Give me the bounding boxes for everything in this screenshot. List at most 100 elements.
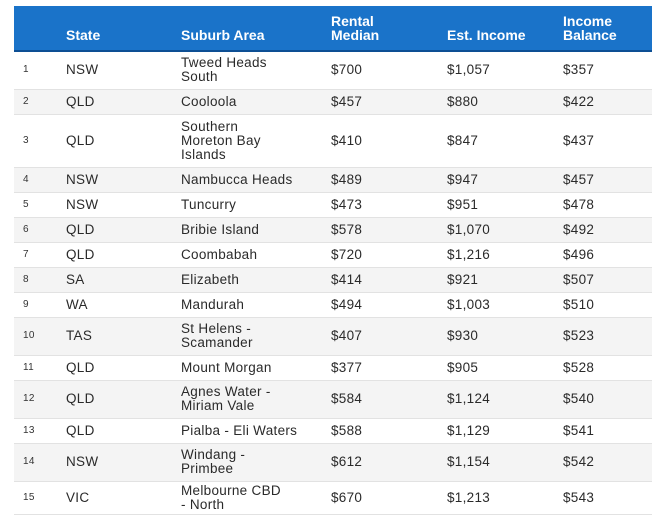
row-suburb-text: St Helens - Scamander — [181, 321, 253, 350]
row-suburb: Pialba - Eli Waters — [181, 418, 331, 443]
row-rank: 15 — [23, 491, 35, 503]
row-rental-median: $612 — [331, 454, 363, 469]
table-row: 13 QLD Pialba - Eli Waters $588 $1,129 $… — [14, 418, 652, 443]
row-est-income: $1,003 — [447, 296, 491, 312]
header-rental-line-1: Rental — [331, 13, 374, 29]
row-suburb: Southern Moreton Bay Islands — [181, 114, 331, 167]
row-suburb: Mount Morgan — [181, 355, 331, 380]
row-income-balance: $543 — [563, 489, 595, 505]
row-suburb-text: Southern Moreton Bay Islands — [181, 118, 261, 162]
row-state: NSW — [66, 171, 99, 187]
header-balance-line-1: Income — [563, 13, 613, 29]
row-income-balance: $510 — [563, 296, 595, 312]
row-est-income: $1,213 — [447, 489, 491, 505]
table-row: 5 NSW Tuncurry $473 $951 $478 — [14, 192, 652, 217]
row-rank: 2 — [23, 95, 29, 107]
row-rental-median: $578 — [331, 221, 363, 237]
row-rank: 3 — [23, 134, 29, 146]
table-header: State Suburb Area Rental Median Est. Inc… — [14, 6, 652, 51]
row-state: NSW — [66, 454, 99, 469]
row-rank: 6 — [23, 223, 29, 235]
row-rank: 13 — [23, 424, 35, 436]
table-row: 6 QLD Bribie Island $578 $1,070 $492 — [14, 217, 652, 242]
row-state: QLD — [66, 93, 95, 109]
row-est-income: $880 — [447, 93, 479, 109]
row-state: QLD — [66, 422, 95, 438]
header-rental-median: Rental Median — [331, 6, 447, 51]
row-rank: 1 — [23, 64, 29, 76]
row-rental-median: $700 — [331, 62, 363, 78]
row-suburb-text: Elizabeth — [181, 271, 240, 287]
row-suburb: Tuncurry — [181, 192, 331, 217]
row-suburb: Coombabah — [181, 242, 331, 267]
header-state: State — [66, 27, 101, 43]
row-suburb-text: Tuncurry — [181, 196, 237, 212]
table-row: 9 WA Mandurah $494 $1,003 $510 — [14, 292, 652, 317]
row-suburb-text: Cooloola — [181, 93, 237, 109]
row-income-balance: $541 — [563, 422, 595, 438]
row-suburb: Windang - Primbee — [181, 443, 331, 481]
header-est-income: Est. Income — [447, 27, 526, 43]
row-rank: 10 — [23, 330, 35, 341]
row-suburb-text: Mandurah — [181, 296, 245, 312]
row-est-income: $1,057 — [447, 62, 491, 78]
row-est-income: $930 — [447, 328, 479, 343]
table-row: 3 QLD Southern Moreton Bay Islands $410 … — [14, 114, 652, 167]
row-rental-median: $377 — [331, 359, 363, 375]
rental-affordability-table-container: State Suburb Area Rental Median Est. Inc… — [14, 6, 652, 515]
header-row: State Suburb Area Rental Median Est. Inc… — [14, 6, 652, 51]
row-suburb-text: Pialba - Eli Waters — [181, 422, 298, 438]
row-rental-median: $489 — [331, 171, 363, 187]
row-rental-median: $414 — [331, 271, 363, 287]
row-income-balance: $507 — [563, 271, 595, 287]
row-state: VIC — [66, 489, 90, 505]
row-rental-median: $473 — [331, 196, 363, 212]
row-suburb: Tweed Heads South — [181, 51, 331, 89]
row-state: QLD — [66, 132, 95, 148]
row-rank: 8 — [23, 273, 29, 285]
row-suburb-text: Tweed Heads South — [181, 55, 267, 85]
table-row: 10 TAS St Helens - Scamander $407 $930 $… — [14, 317, 652, 355]
row-suburb: Bribie Island — [181, 217, 331, 242]
row-rental-median: $407 — [331, 328, 363, 343]
table-row: 12 QLD Agnes Water - Miriam Vale $584 $1… — [14, 380, 652, 418]
row-income-balance: $357 — [563, 62, 595, 78]
rental-affordability-table: State Suburb Area Rental Median Est. Inc… — [14, 6, 652, 515]
row-rental-median: $457 — [331, 93, 363, 109]
header-income-balance: Income Balance — [563, 6, 652, 51]
row-suburb: Nambucca Heads — [181, 167, 331, 192]
row-income-balance: $457 — [563, 171, 595, 187]
row-rental-median: $670 — [331, 489, 363, 505]
row-est-income: $847 — [447, 132, 479, 148]
table-row: 4 NSW Nambucca Heads $489 $947 $457 — [14, 167, 652, 192]
row-state: NSW — [66, 196, 99, 212]
row-est-income: $921 — [447, 271, 479, 287]
row-suburb-text: Bribie Island — [181, 221, 260, 237]
row-suburb-text: Mount Morgan — [181, 359, 272, 375]
row-rental-median: $410 — [331, 132, 363, 148]
row-income-balance: $496 — [563, 246, 595, 262]
row-suburb-text: Coombabah — [181, 246, 258, 262]
row-est-income: $905 — [447, 359, 479, 375]
row-suburb-text: Windang - Primbee — [181, 447, 246, 476]
row-est-income: $951 — [447, 196, 479, 212]
row-rank: 7 — [23, 248, 29, 260]
table-row: 2 QLD Cooloola $457 $880 $422 — [14, 89, 652, 114]
row-state: QLD — [66, 246, 95, 262]
header-rank — [14, 6, 66, 51]
row-income-balance: $542 — [563, 454, 595, 469]
row-suburb: Agnes Water - Miriam Vale — [181, 380, 331, 418]
row-state: QLD — [66, 359, 95, 375]
header-rental-line-2: Median — [331, 27, 380, 43]
row-rental-median: $720 — [331, 246, 363, 262]
row-rank: 14 — [23, 456, 35, 467]
row-suburb-text: Melbourne CBD - North — [181, 482, 281, 512]
row-state: SA — [66, 271, 85, 287]
table-row: 1 NSW Tweed Heads South $700 $1,057 $357 — [14, 51, 652, 89]
row-rental-median: $494 — [331, 296, 363, 312]
table-row: 14 NSW Windang - Primbee $612 $1,154 $54… — [14, 443, 652, 481]
row-rank: 9 — [23, 298, 29, 310]
row-suburb: Cooloola — [181, 89, 331, 114]
row-state: TAS — [66, 328, 93, 343]
row-income-balance: $523 — [563, 328, 595, 343]
